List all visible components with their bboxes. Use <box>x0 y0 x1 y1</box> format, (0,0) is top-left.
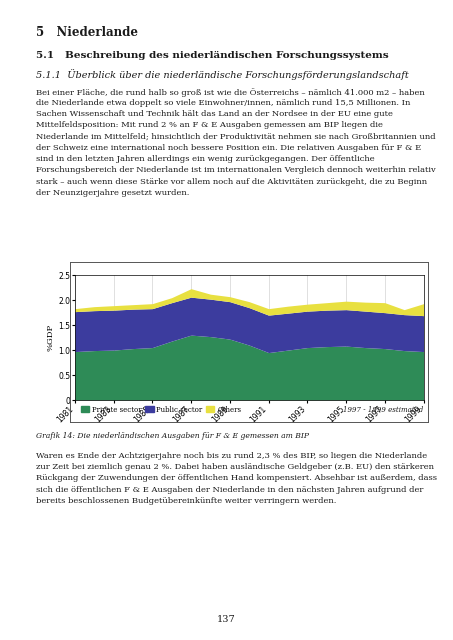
Text: Grafik 14: Die niederländischen Ausgaben für F & E gemessen am BIP: Grafik 14: Die niederländischen Ausgaben… <box>36 432 309 440</box>
Text: 137: 137 <box>217 615 236 624</box>
Text: bereits beschlossenen Budgetübereinkünfte weiter verringern werden.: bereits beschlossenen Budgetübereinkünft… <box>36 497 337 505</box>
Text: 5.1.1  Überblick über die niederländische Forschungsförderungslandschaft: 5.1.1 Überblick über die niederländische… <box>36 69 409 80</box>
Text: sind in den letzten Jahren allerdings ein wenig zurückgegangen. Der öffentliche: sind in den letzten Jahren allerdings ei… <box>36 155 375 163</box>
Text: der Schweiz eine international noch bessere Position ein. Die relativen Ausgaben: der Schweiz eine international noch bess… <box>36 144 421 152</box>
Text: die Niederlande etwa doppelt so viele Einwohner/innen, nämlich rund 15,5 Million: die Niederlande etwa doppelt so viele Ei… <box>36 99 410 107</box>
Text: sich die öffentlichen F & E Ausgaben der Niederlande in den nächsten Jahren aufg: sich die öffentlichen F & E Ausgaben der… <box>36 486 424 493</box>
Text: Waren es Ende der Achtzigerjahre noch bis zu rund 2,3 % des BIP, so liegen die N: Waren es Ende der Achtzigerjahre noch bi… <box>36 452 427 460</box>
Text: stark – auch wenn diese Stärke vor allem noch auf die Aktivitäten zurückgeht, di: stark – auch wenn diese Stärke vor allem… <box>36 178 427 186</box>
Text: zur Zeit bei ziemlich genau 2 %. Dabei haben ausländische Geldgeber (z.B. EU) de: zur Zeit bei ziemlich genau 2 %. Dabei h… <box>36 463 434 471</box>
Text: 5   Niederlande: 5 Niederlande <box>36 26 138 38</box>
Text: 5.1   Beschreibung des niederländischen Forschungssystems: 5.1 Beschreibung des niederländischen Fo… <box>36 51 389 60</box>
Text: Rückgang der Zuwendungen der öffentlichen Hand kompensiert. Absehbar ist außerde: Rückgang der Zuwendungen der öffentliche… <box>36 474 437 483</box>
Text: der Neunzigerjahre gesetzt wurden.: der Neunzigerjahre gesetzt wurden. <box>36 189 190 197</box>
Legend: Private sector, Public sector, Others: Private sector, Public sector, Others <box>78 403 244 417</box>
Y-axis label: %GDP: %GDP <box>46 324 54 351</box>
Text: Bei einer Fläche, die rund halb so groß ist wie die Österreichs – nämlich 41.000: Bei einer Fläche, die rund halb so groß … <box>36 88 425 97</box>
Text: Niederlande im Mittelfeld; hinsichtlich der Produktivität nehmen sie nach Großbr: Niederlande im Mittelfeld; hinsichtlich … <box>36 132 436 141</box>
Text: Sachen Wissenschaft und Technik hält das Land an der Nordsee in der EU eine gute: Sachen Wissenschaft und Technik hält das… <box>36 110 393 118</box>
Text: 1997 - 1999 estimated: 1997 - 1999 estimated <box>343 406 424 413</box>
Text: Mittelfeldsposition: Mit rund 2 % an F & E Ausgaben gemessen am BIP liegen die: Mittelfeldsposition: Mit rund 2 % an F &… <box>36 122 383 129</box>
Text: Forschungsbereich der Niederlande ist im internationalen Vergleich dennoch weite: Forschungsbereich der Niederlande ist im… <box>36 166 436 175</box>
